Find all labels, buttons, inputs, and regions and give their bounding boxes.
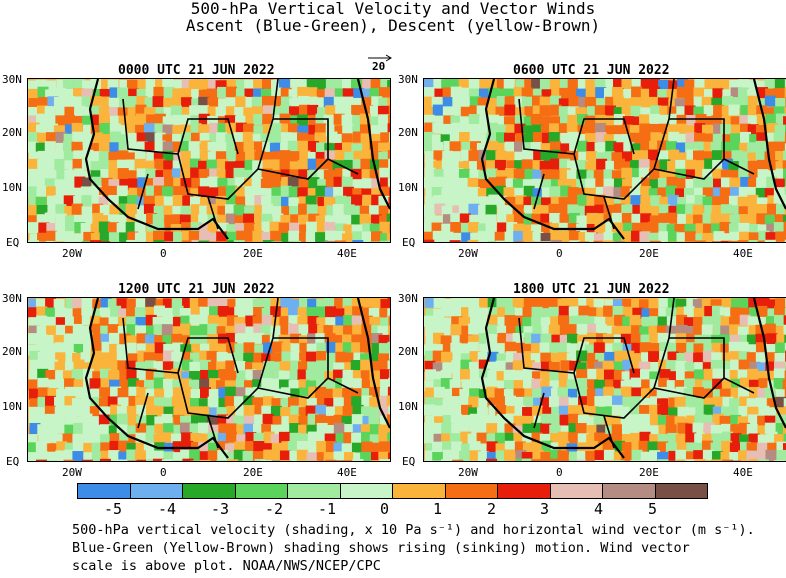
lat-label-10n: 10N (398, 181, 418, 194)
colorbar-swatch (497, 483, 551, 499)
colorbar-swatch (339, 483, 393, 499)
lon-label-20e: 20E (639, 466, 659, 479)
figure-title-line2: Ascent (Blue-Green), Descent (yellow-Bro… (185, 16, 601, 35)
lon-label-40e: 40E (733, 247, 753, 260)
colorbar-swatch (392, 483, 446, 499)
lat-label-30n: 30N (398, 292, 418, 305)
lon-label-40e: 40E (337, 466, 357, 479)
colorbar-tick-label: -4 (158, 500, 177, 518)
lon-label-20w: 20W (458, 466, 478, 479)
colorbar-tick-label: 1 (433, 500, 443, 518)
colorbar-swatch (234, 483, 288, 499)
colorbar-swatch (654, 483, 708, 499)
colorbar (77, 483, 708, 499)
panel-title-0600: 0600 UTC 21 JUN 2022 (513, 63, 670, 78)
map-panel-1800 (423, 297, 786, 462)
colorbar-tick-label: 4 (594, 500, 604, 518)
panel-title-1800: 1800 UTC 21 JUN 2022 (513, 282, 670, 297)
colorbar-tick-label: -5 (104, 500, 123, 518)
map-panel-1200 (27, 297, 391, 462)
lat-label-eq: EQ (402, 236, 416, 249)
lon-label-0: 0 (160, 247, 167, 260)
lon-label-20w: 20W (458, 247, 478, 260)
colorbar-tick-label: 0 (380, 500, 390, 518)
caption-line2: Blue-Green (Yellow-Brown) shading shows … (72, 540, 690, 556)
lon-label-20w: 20W (62, 466, 82, 479)
lat-label-30n: 30N (2, 292, 22, 305)
lat-label-10n: 10N (398, 400, 418, 413)
vector-scale-arrow (368, 54, 392, 62)
lon-label-0: 0 (556, 247, 563, 260)
colorbar-tick-label: 2 (487, 500, 497, 518)
lat-label-eq: EQ (6, 455, 20, 468)
caption-line3: scale is above plot. NOAA/NWS/NCEP/CPC (72, 558, 381, 574)
lat-label-20n: 20N (2, 345, 22, 358)
lat-label-30n: 30N (2, 73, 22, 86)
lat-label-10n: 10N (2, 400, 22, 413)
colorbar-tick-label: 3 (540, 500, 550, 518)
lat-label-20n: 20N (398, 126, 418, 139)
caption-line1: 500-hPa vertical velocity (shading, x 10… (72, 522, 755, 538)
figure-title-line1: 500-hPa Vertical Velocity and Vector Win… (190, 0, 596, 18)
lon-label-40e: 40E (733, 466, 753, 479)
lon-label-0: 0 (160, 466, 167, 479)
panel-title-1200: 1200 UTC 21 JUN 2022 (118, 282, 275, 297)
lat-label-eq: EQ (402, 455, 416, 468)
lon-label-20e: 20E (243, 466, 263, 479)
colorbar-swatch (182, 483, 236, 499)
lat-label-10n: 10N (2, 181, 22, 194)
lat-label-eq: EQ (6, 236, 20, 249)
colorbar-tick-label: -3 (211, 500, 230, 518)
colorbar-tick-label: 5 (648, 500, 658, 518)
lon-label-20e: 20E (243, 247, 263, 260)
colorbar-swatch (77, 483, 131, 499)
lon-label-0: 0 (556, 466, 563, 479)
colorbar-swatch (549, 483, 603, 499)
map-panel-0600 (423, 78, 786, 243)
lon-label-20w: 20W (62, 247, 82, 260)
panel-title-0000: 0000 UTC 21 JUN 2022 (118, 63, 275, 78)
colorbar-swatch (444, 483, 498, 499)
vector-scale-label: 20 (372, 60, 386, 73)
lat-label-20n: 20N (2, 126, 22, 139)
colorbar-swatch (287, 483, 341, 499)
map-panel-0000 (27, 78, 391, 243)
lon-label-40e: 40E (337, 247, 357, 260)
colorbar-swatch (602, 483, 656, 499)
lon-label-20e: 20E (639, 247, 659, 260)
lat-label-20n: 20N (398, 345, 418, 358)
colorbar-swatch (129, 483, 183, 499)
colorbar-tick-label: -1 (318, 500, 337, 518)
colorbar-tick-label: -2 (265, 500, 284, 518)
lat-label-30n: 30N (398, 73, 418, 86)
